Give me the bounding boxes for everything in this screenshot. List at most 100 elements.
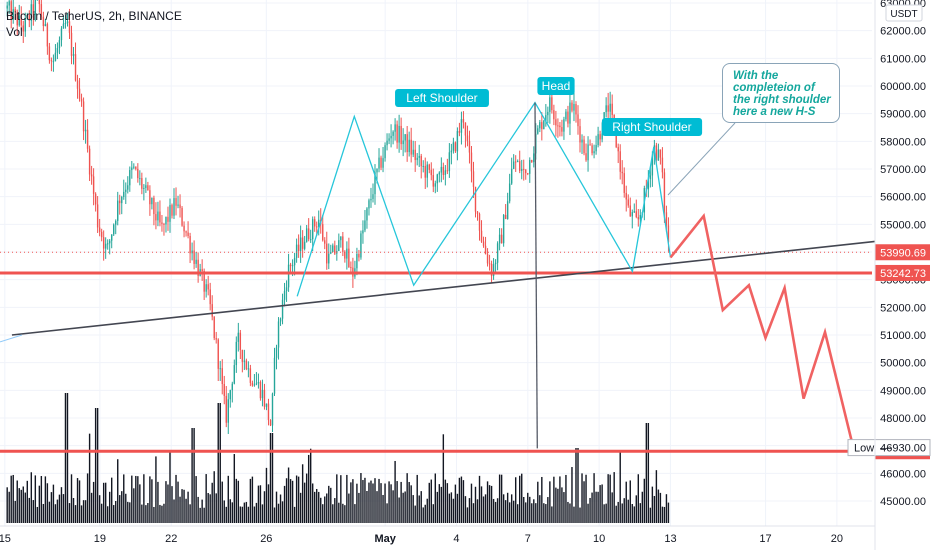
volume-bar	[72, 498, 75, 523]
volume-bar	[30, 472, 33, 523]
volume-bar	[38, 485, 41, 523]
candle-body	[466, 135, 469, 142]
price-tick-label: 55000.00	[880, 219, 926, 231]
left-shoulder-label-text[interactable]: Left Shoulder	[406, 91, 477, 105]
volume-bar	[619, 452, 621, 523]
volume-indicator-label[interactable]: Vol	[6, 25, 23, 39]
candle-body	[151, 197, 153, 205]
volume-bar	[601, 484, 603, 523]
price-tick-label: 61000.00	[880, 53, 926, 65]
callout-note[interactable]: With the completeion of the right should…	[722, 63, 840, 123]
candle-body	[251, 382, 254, 386]
volume-bar	[406, 473, 408, 523]
candle-body	[621, 171, 623, 174]
volume-bar	[464, 496, 467, 523]
volume-bar	[60, 487, 63, 523]
volume-bar	[551, 506, 553, 523]
candle-body	[615, 127, 617, 148]
volume-bar	[510, 494, 513, 523]
volume-bar	[167, 484, 169, 523]
volume-bar	[364, 477, 366, 523]
volume-bar	[502, 494, 505, 523]
volume-bar	[482, 496, 485, 523]
candle-body	[231, 383, 234, 391]
volume-bar	[247, 506, 250, 523]
candle-body	[569, 102, 571, 124]
volume-bar	[404, 491, 406, 523]
volume-bar	[603, 504, 605, 523]
volume-bar	[22, 486, 24, 523]
volume-bar	[394, 460, 396, 523]
volume-bar	[635, 495, 637, 523]
volume-bar	[637, 474, 640, 523]
candle-body	[593, 151, 595, 154]
candle-body	[324, 240, 326, 244]
price-tick-label: 60000.00	[880, 81, 926, 93]
volume-bar	[225, 506, 227, 523]
volume-bar	[456, 493, 459, 523]
candle-body	[605, 105, 607, 113]
volume-bar	[430, 479, 432, 523]
candle-body	[28, 15, 31, 21]
right-shoulder-label-text[interactable]: Right Shoulder	[612, 120, 691, 134]
candle-body	[579, 126, 581, 143]
candle-body	[607, 105, 609, 112]
volume-bar	[211, 482, 213, 523]
volume-bar	[575, 448, 577, 523]
candle-body	[428, 164, 430, 170]
volume-bar	[352, 479, 354, 523]
candle-body	[334, 245, 336, 254]
candle-body	[551, 97, 553, 111]
volume-bar	[358, 492, 360, 523]
candle-body	[299, 237, 302, 251]
volume-bar	[307, 454, 310, 523]
volume-bar	[50, 492, 53, 523]
candle-body	[46, 24, 49, 47]
volume-bar	[215, 493, 217, 523]
volume-bar	[129, 502, 131, 523]
candle-body	[468, 141, 471, 153]
candle-body	[125, 189, 127, 192]
head-label-text[interactable]: Head	[542, 79, 571, 93]
candle-body	[508, 183, 511, 202]
volume-bar	[605, 503, 607, 523]
candle-body	[8, 1, 10, 6]
volume-bar	[547, 497, 549, 523]
candle-body	[62, 23, 65, 29]
candle-body	[229, 390, 231, 400]
volume-bar	[641, 491, 644, 523]
candle-body	[153, 197, 155, 215]
symbol-title[interactable]: Bitcoin / TetherUS, 2h, BINANCE	[6, 9, 182, 23]
candle-body	[195, 259, 197, 264]
volume-bar	[583, 481, 585, 523]
volume-bar	[514, 477, 517, 523]
candle-body	[494, 262, 497, 265]
volume-bar	[350, 482, 352, 523]
volume-bar	[267, 484, 270, 523]
volume-bar	[330, 487, 332, 523]
candle-body	[338, 240, 340, 252]
candle-body	[267, 403, 270, 421]
candle-body	[655, 145, 658, 161]
candle-body	[537, 128, 539, 134]
volume-bar	[346, 474, 348, 523]
volume-bar	[133, 488, 135, 523]
volume-bar	[474, 486, 477, 523]
candle-body	[66, 21, 69, 23]
volume-bar	[498, 474, 501, 523]
candle-body	[340, 236, 342, 241]
volume-bar	[165, 481, 167, 523]
volume-bar	[293, 506, 296, 523]
currency-label: USDT	[885, 4, 923, 22]
volume-bar	[169, 450, 171, 523]
candle-body	[135, 166, 137, 169]
volume-bar	[412, 495, 414, 523]
candle-body	[183, 225, 185, 232]
volume-bar	[370, 480, 372, 523]
price-tick-label: 49000.00	[880, 385, 926, 397]
volume-bar	[332, 504, 334, 523]
volume-bar	[448, 493, 451, 523]
volume-bar	[504, 500, 507, 523]
volume-bar	[223, 500, 225, 523]
